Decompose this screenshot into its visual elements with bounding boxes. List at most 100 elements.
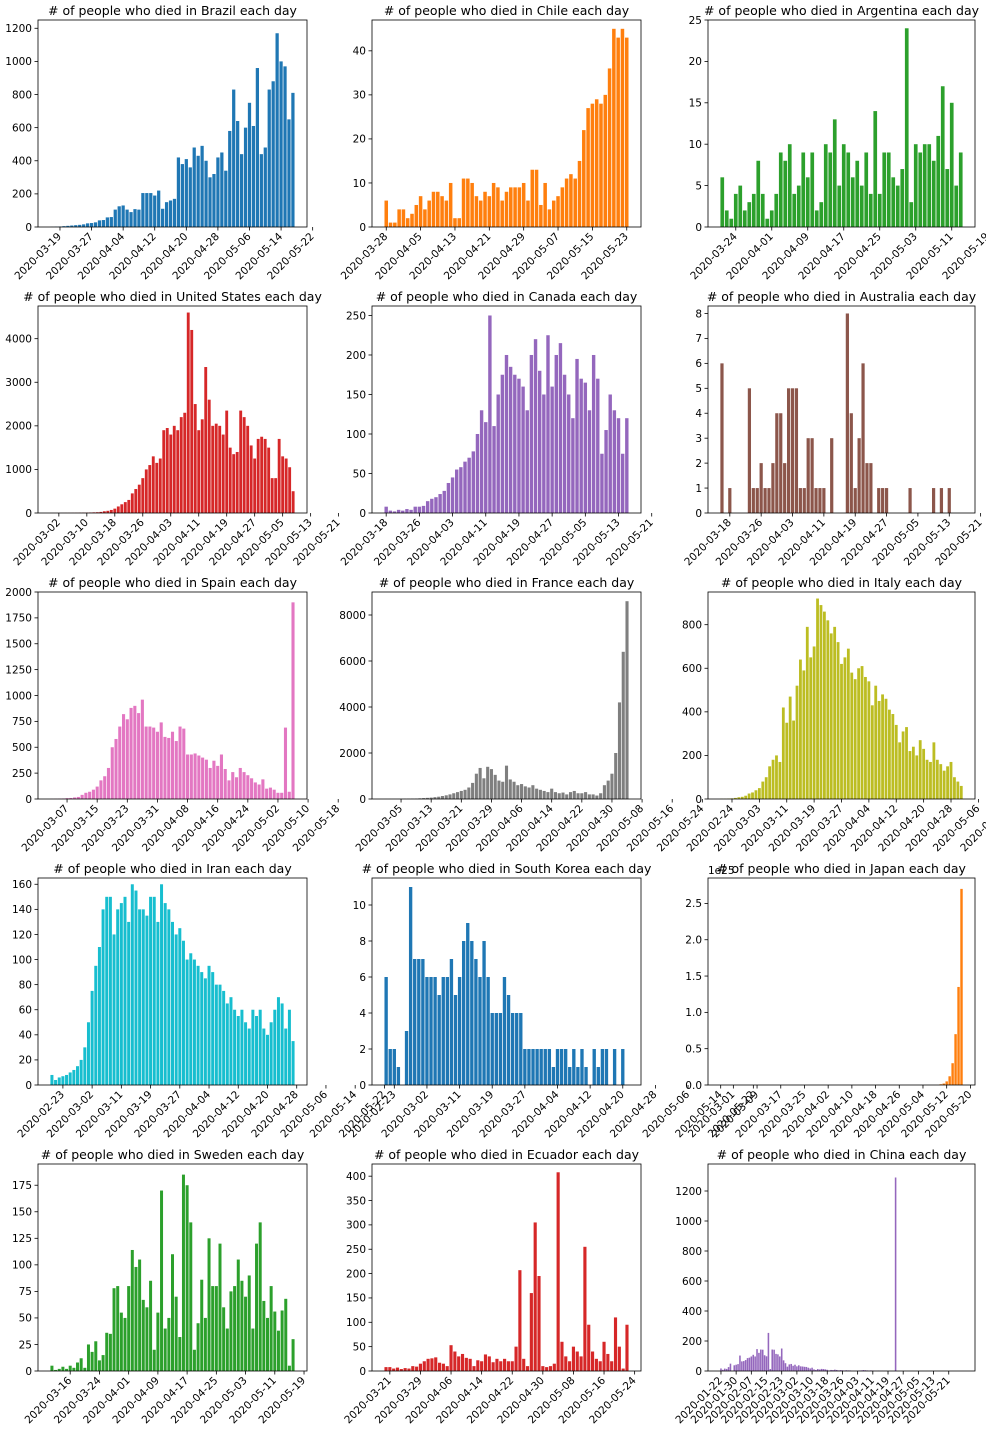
- y-scale-label: 1e25: [708, 865, 735, 877]
- bar: [584, 1067, 588, 1085]
- bar: [408, 887, 413, 1085]
- bar: [785, 722, 789, 799]
- bar: [448, 182, 453, 227]
- bar: [786, 388, 791, 513]
- bar: [384, 200, 389, 227]
- bar: [790, 388, 795, 513]
- bar: [233, 1286, 237, 1371]
- bar: [474, 196, 479, 227]
- bar: [453, 1351, 457, 1371]
- bar: [268, 787, 272, 799]
- bar: [884, 698, 888, 799]
- bar: [388, 510, 393, 513]
- bar: [583, 382, 588, 513]
- bar: [556, 1172, 560, 1371]
- y-tick-label: 0: [359, 794, 366, 806]
- bar: [900, 169, 905, 227]
- bar: [888, 709, 891, 799]
- bar: [106, 767, 111, 799]
- bar: [870, 705, 874, 799]
- bar: [564, 1356, 568, 1371]
- bar: [99, 511, 103, 513]
- bar: [775, 1353, 777, 1371]
- bar: [598, 1361, 602, 1371]
- bar: [129, 212, 133, 227]
- bar: [546, 792, 550, 799]
- y-tick-label: 1200: [675, 1186, 702, 1198]
- bar: [189, 754, 193, 799]
- bar: [569, 174, 573, 227]
- bar: [596, 1067, 600, 1085]
- y-tick-label: 50: [353, 1341, 366, 1353]
- bar: [440, 196, 444, 227]
- bar: [105, 1332, 109, 1371]
- bar: [568, 1067, 572, 1085]
- bar: [748, 1357, 751, 1371]
- bar: [185, 1185, 189, 1371]
- bar: [455, 469, 459, 513]
- bar: [276, 997, 280, 1085]
- bar: [174, 1296, 178, 1371]
- bar: [170, 731, 175, 799]
- chart-panel: # of people who died in Australia each d…: [682, 289, 984, 568]
- bar: [410, 213, 414, 227]
- chart-title: # of people who died in Spain each day: [48, 575, 298, 590]
- bar: [840, 663, 843, 799]
- chart-title: # of people who died in Chile each day: [384, 3, 630, 18]
- bar: [608, 394, 612, 513]
- y-tick-label: 175: [12, 1180, 32, 1192]
- bar: [255, 1016, 259, 1085]
- bar: [50, 1074, 54, 1085]
- bar: [603, 94, 608, 228]
- bar: [720, 363, 724, 513]
- bar: [582, 130, 586, 227]
- bar: [538, 789, 542, 799]
- bar: [787, 144, 792, 227]
- bar: [214, 423, 218, 513]
- bar: [66, 225, 70, 227]
- bar: [756, 1349, 758, 1371]
- bar: [189, 1222, 193, 1371]
- bar: [433, 797, 437, 799]
- bar: [116, 1286, 120, 1371]
- bar: [231, 772, 235, 799]
- bar: [620, 453, 625, 513]
- bar: [130, 1249, 134, 1371]
- bar: [792, 1365, 794, 1371]
- bar: [786, 1366, 789, 1371]
- bar: [189, 953, 193, 1085]
- bar: [445, 1366, 449, 1371]
- bar: [759, 463, 763, 513]
- bar: [607, 68, 612, 227]
- bar: [433, 977, 437, 1085]
- bar: [276, 1330, 280, 1371]
- bar: [860, 666, 864, 799]
- bar: [229, 1291, 233, 1371]
- bar: [137, 209, 141, 227]
- bar: [792, 193, 797, 227]
- bar: [497, 780, 501, 799]
- bar: [200, 1279, 204, 1371]
- bar: [494, 1013, 498, 1085]
- bar: [936, 135, 941, 227]
- bar: [768, 766, 772, 799]
- bar: [216, 765, 220, 799]
- y-tick-label: 600: [12, 122, 32, 134]
- bar: [243, 127, 248, 227]
- bar: [861, 363, 865, 513]
- bar: [499, 1361, 503, 1371]
- bar: [216, 157, 220, 227]
- bar: [456, 792, 460, 799]
- bar: [796, 1366, 798, 1371]
- bar: [814, 210, 819, 227]
- bar: [229, 997, 233, 1085]
- bar: [835, 1369, 838, 1371]
- bar: [604, 1049, 609, 1085]
- bar: [807, 1367, 810, 1371]
- bar: [774, 193, 779, 227]
- bar: [203, 1317, 207, 1371]
- bar: [723, 1368, 726, 1371]
- bar: [182, 728, 186, 799]
- bar: [548, 1366, 553, 1371]
- y-tick-label: 8: [695, 308, 702, 320]
